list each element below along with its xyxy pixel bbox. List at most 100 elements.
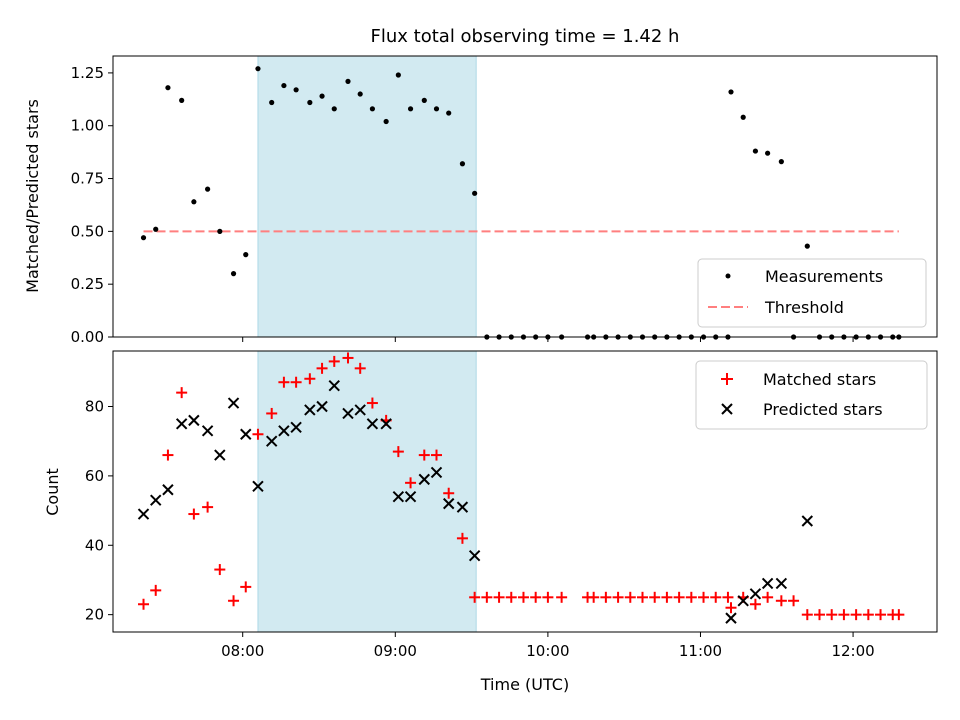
measurement-point [230, 271, 237, 277]
measurement-point [765, 150, 771, 156]
predicted-mark-b [430, 466, 443, 479]
matched-star-point [649, 591, 661, 603]
predicted-star-point [354, 404, 366, 416]
predicted-mark-b [328, 379, 340, 392]
predicted-mark-b [201, 425, 214, 437]
y-tick-label: 80 [85, 398, 104, 416]
x-tick-label: 11:00 [679, 642, 722, 660]
matched-star-point [354, 362, 366, 374]
predicted-mark-b [304, 404, 316, 416]
matched-star-point [624, 591, 636, 603]
matched-star-point [202, 501, 214, 513]
predicted-mark-b [380, 418, 392, 430]
measurement-point [446, 110, 452, 116]
matched-star-point [278, 376, 290, 388]
predicted-mark-b [456, 501, 469, 513]
predicted-star-point [404, 490, 417, 503]
predicted-star-point [468, 549, 481, 562]
bottom-legend: Matched stars Predicted stars [695, 360, 928, 430]
predicted-star-point [725, 612, 737, 624]
predicted-mark-b [265, 435, 278, 447]
predicted-star-point [227, 397, 240, 409]
matched-star-point [826, 609, 838, 621]
measurement-point [205, 186, 211, 192]
measurement-point [140, 235, 147, 241]
measurement-point [345, 78, 351, 84]
predicted-star-point [392, 490, 405, 503]
measurement-point [395, 72, 401, 78]
matched-star-point [612, 591, 624, 603]
ratio-panel: 0.00 0.25 0.50 0.75 1.00 1.25 [71, 55, 938, 346]
matched-star-point [517, 591, 529, 603]
predicted-mark-b [761, 577, 774, 590]
chart-title: Flux total observing time = 1.42 h [371, 26, 680, 47]
predicted-mark-b [354, 404, 366, 416]
predicted-mark-b [188, 414, 200, 427]
predicted-star-point [328, 379, 340, 392]
predicted-star-point [290, 421, 302, 434]
measurement-point [459, 161, 466, 167]
predicted-mark-b [725, 612, 737, 624]
matched-star-point [469, 591, 481, 603]
top-ylabel: Matched/Predicted stars [23, 99, 42, 293]
predicted-star-point [150, 494, 162, 506]
matched-star-point [725, 602, 737, 614]
axes-frame [112, 350, 938, 633]
predicted-star-point [304, 404, 316, 416]
legend-matched-label: Matched stars [763, 370, 876, 389]
measurement-point [752, 148, 759, 154]
matched-star-point [710, 591, 722, 603]
matched-star-point [228, 595, 240, 607]
matched-star-point [342, 352, 354, 364]
predicted-mark-b [418, 473, 430, 486]
predicted-star-point [214, 449, 226, 461]
legend-predicted-label: Predicted stars [763, 400, 883, 419]
measurement-point [472, 190, 478, 196]
measurement-point [217, 228, 223, 234]
matched-star-point [788, 595, 800, 607]
matched-star-point [443, 487, 455, 499]
predicted-mark-b [137, 508, 150, 520]
y-tick-label: 20 [85, 606, 104, 624]
matched-star-point [328, 355, 340, 367]
predicted-mark-b [252, 480, 264, 493]
bottom-ylabel: Count [43, 468, 62, 516]
matched-star-point [698, 591, 710, 603]
predicted-star-point [316, 400, 328, 413]
matched-star-point [316, 362, 328, 374]
matched-star-point [493, 591, 505, 603]
matched-star-point [304, 373, 316, 385]
predicted-mark-b [468, 549, 481, 562]
matched-star-point [775, 595, 787, 607]
predicted-mark-b [278, 425, 290, 437]
matched-star-point [893, 609, 905, 621]
matched-star-point [266, 407, 278, 419]
legend-threshold-label: Threshold [764, 298, 844, 317]
predicted-mark-b [801, 515, 814, 527]
matched-star-point [176, 387, 188, 399]
matched-star-point [505, 591, 517, 603]
x-tick-label: 09:00 [374, 642, 417, 660]
matched-star-point [530, 591, 542, 603]
matched-star-point [762, 591, 774, 603]
predicted-star-point [366, 418, 379, 430]
predicted-star-point [265, 435, 278, 447]
measurement-point [255, 66, 261, 72]
predicted-star-point [749, 588, 762, 600]
measurement-point [407, 106, 414, 112]
matched-star-point [838, 609, 850, 621]
measurement-point [421, 97, 427, 103]
matched-star-point [366, 397, 378, 409]
measurement-point [243, 252, 249, 258]
predicted-mark-b [214, 449, 226, 461]
count-panel: 20 40 60 80 08:00 09:00 10:00 11:00 12:00 [85, 350, 938, 660]
predicted-mark-b [404, 490, 417, 503]
matched-star-point [814, 609, 826, 621]
matched-star-point [556, 591, 568, 603]
predicted-star-point [201, 425, 214, 437]
matched-star-point [240, 581, 252, 593]
y-tick-label: 0.00 [71, 328, 104, 346]
measurement-point [281, 82, 287, 89]
matched-star-point [418, 449, 430, 461]
